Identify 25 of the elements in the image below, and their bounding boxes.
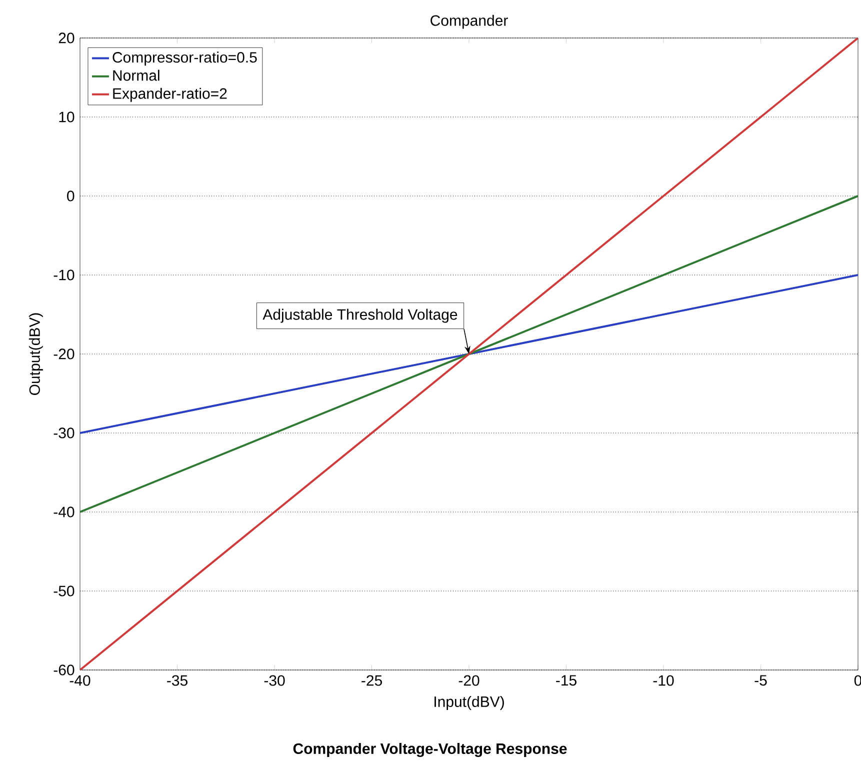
x-tick-label: -20	[458, 675, 480, 686]
legend-label: Normal	[113, 70, 160, 81]
y-tick-label: -30	[54, 428, 74, 438]
x-tick-label: -5	[754, 675, 767, 686]
x-tick-label: -15	[556, 675, 576, 686]
x-tick-label: -10	[653, 675, 674, 686]
x-tick-label: -40	[70, 675, 90, 686]
y-axis-title: Output(dBV)	[28, 313, 43, 395]
x-tick-label: -35	[167, 675, 188, 686]
y-tick-label: 20	[58, 32, 74, 44]
y-tick-label: 10	[59, 112, 74, 122]
y-tick-label: 0	[67, 190, 74, 202]
y-tick-label: -40	[54, 506, 74, 518]
annotation: Adjustable Threshold Voltage	[262, 308, 458, 323]
y-tick-label: -50	[54, 586, 74, 596]
text: Compander Voltage-Voltage Response	[293, 742, 567, 757]
y-tick-label: -20	[54, 348, 74, 360]
x-tick-label: -25	[362, 675, 382, 686]
x-tick-label: -30	[264, 675, 285, 686]
legend-label: Expander-ratio=2	[113, 88, 227, 102]
chart-title: Compander	[430, 14, 508, 29]
y-tick-label: -10	[54, 270, 74, 280]
x-axis-title: Input(dBV)	[434, 696, 504, 710]
legend-label: Compressor-ratio=0.5	[112, 52, 257, 66]
y-tick-label: -60	[54, 664, 74, 676]
